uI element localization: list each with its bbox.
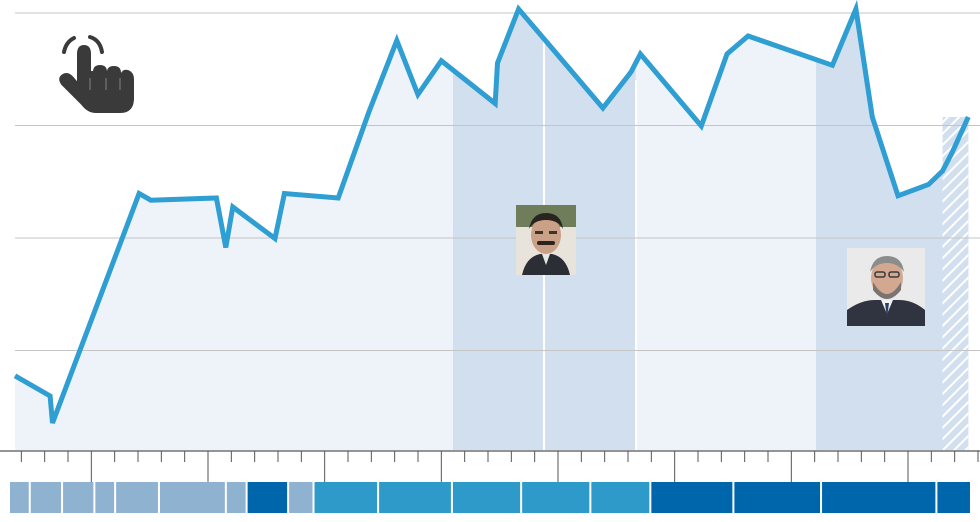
area-layer (15, 9, 969, 450)
timeline-block (289, 482, 313, 513)
timeline-block (822, 482, 936, 513)
timeline-block (95, 482, 115, 513)
timeline-block (116, 482, 158, 513)
timeline-bar (10, 482, 970, 513)
timeline-block (10, 482, 29, 513)
timeline-block (651, 482, 733, 513)
line-layer (13, 0, 971, 424)
hand-pointer-icon[interactable] (58, 32, 136, 114)
timeline-block (30, 482, 62, 513)
timeline-block (734, 482, 821, 513)
timeline-block (159, 482, 225, 513)
timeline-block (63, 482, 94, 513)
timeline-block (226, 482, 246, 513)
timeline-block (314, 482, 378, 513)
grid-lines (15, 12, 980, 351)
projection-hatch (942, 117, 969, 450)
timeline-block (379, 482, 451, 513)
politician-photo-1 (516, 205, 576, 275)
timeline-block (452, 482, 521, 513)
timeline-block (937, 482, 970, 513)
timeline-block (247, 482, 288, 513)
timeline-block (522, 482, 590, 513)
politician-photo-2 (847, 248, 925, 326)
data-line (13, 0, 971, 424)
timeline-block (591, 482, 650, 513)
x-axis (0, 450, 980, 482)
